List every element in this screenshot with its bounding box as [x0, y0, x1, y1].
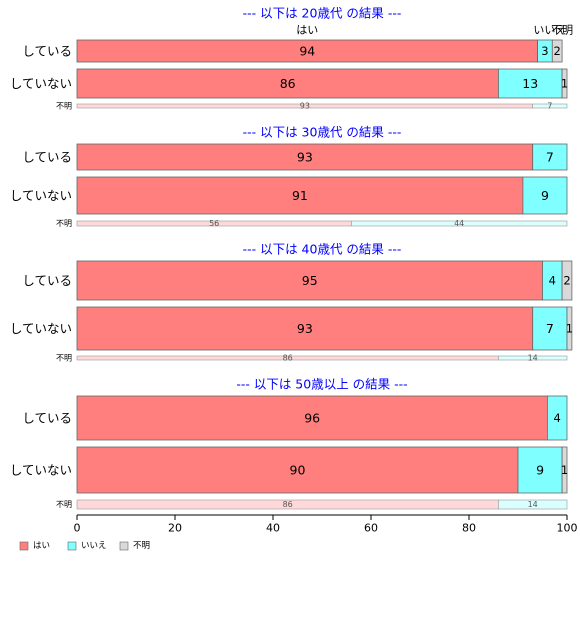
bar-segment [561, 260, 573, 301]
bar-segment [561, 446, 568, 494]
row-label: していない [10, 463, 72, 478]
x-tick-label: 60 [364, 522, 378, 535]
column-header: はい [296, 24, 318, 37]
unknown-data-label: 86 [283, 500, 293, 509]
data-label: 2 [554, 44, 561, 58]
row-label: していない [10, 76, 72, 91]
data-label: 4 [549, 274, 556, 288]
panel-title: --- 以下は 30歳代 の結果 --- [243, 125, 402, 140]
data-label: 1 [561, 463, 568, 477]
row-label: している [22, 44, 72, 59]
row-label: している [22, 273, 72, 288]
data-label: 4 [554, 411, 561, 425]
data-label: 91 [292, 188, 308, 203]
unknown-data-label: 14 [528, 500, 538, 509]
unknown-bar-segment [498, 499, 568, 510]
data-label: 94 [299, 44, 315, 59]
unknown-row-label: 不明 [56, 500, 72, 509]
data-label: 13 [522, 76, 538, 91]
legend-label: はい [33, 541, 50, 551]
data-label: 7 [546, 150, 554, 165]
legend-swatch [19, 541, 29, 551]
row-label: している [22, 411, 72, 426]
legend-swatch [67, 541, 77, 551]
x-tick-label: 0 [74, 522, 81, 535]
unknown-bar-segment [498, 355, 568, 361]
unknown-row-label: 不明 [56, 354, 72, 363]
data-label: 93 [297, 321, 313, 336]
bar-segment [76, 176, 524, 215]
row-label: していない [10, 188, 72, 203]
bar-segment [547, 395, 568, 441]
row-label: していない [10, 321, 72, 336]
bar-segment [532, 306, 568, 351]
bar-segment [566, 306, 573, 351]
unknown-data-label: 86 [283, 354, 293, 363]
unknown-data-label: 14 [528, 354, 538, 363]
legend-swatch [119, 541, 129, 551]
unknown-data-label: 93 [300, 102, 310, 111]
x-tick-label: 20 [168, 522, 182, 535]
unknown-row-label: 不明 [56, 102, 72, 111]
data-label: 2 [563, 274, 570, 288]
unknown-data-label: 44 [454, 219, 464, 228]
unknown-bar-segment [351, 220, 568, 227]
data-label: 96 [304, 411, 320, 426]
unknown-bar-segment [532, 103, 568, 109]
data-label: 95 [302, 273, 318, 288]
unknown-data-label: 7 [547, 102, 552, 111]
data-label: 3 [541, 44, 548, 58]
x-tick-label: 100 [557, 522, 578, 535]
bar-segment [76, 68, 499, 99]
data-label: 1 [561, 77, 568, 91]
panel-title: --- 以下は 40歳代 の結果 --- [243, 242, 402, 257]
data-label: 9 [541, 188, 549, 203]
legend-label: いいえ [81, 541, 107, 551]
unknown-row-label: 不明 [56, 219, 72, 228]
bar-segment [532, 143, 568, 171]
panel-title: --- 以下は 50歳以上 の結果 --- [236, 377, 407, 392]
bar-segment [497, 68, 563, 99]
data-label: 90 [290, 463, 306, 478]
data-label: 7 [546, 321, 554, 336]
bar-segment [76, 395, 548, 441]
unknown-data-label: 56 [209, 219, 219, 228]
data-label: 86 [280, 76, 296, 91]
bar-segment [561, 68, 568, 99]
data-label: 9 [536, 463, 544, 478]
bar-segment [76, 446, 519, 494]
column-header: いいえ [533, 24, 566, 37]
x-tick-label: 80 [462, 522, 476, 535]
bar-segment [522, 176, 568, 215]
bar-segment [76, 260, 543, 301]
bar-segment [551, 39, 563, 63]
column-header: 不明 [551, 24, 573, 37]
row-label: している [22, 150, 72, 165]
panel-title: --- 以下は 20歳代 の結果 --- [243, 6, 402, 21]
data-label: 93 [297, 150, 313, 165]
bar-segment [76, 143, 534, 171]
x-tick-label: 40 [266, 522, 280, 535]
data-label: 1 [566, 322, 573, 336]
legend-label: 不明 [133, 541, 150, 551]
bar-segment [517, 446, 563, 494]
